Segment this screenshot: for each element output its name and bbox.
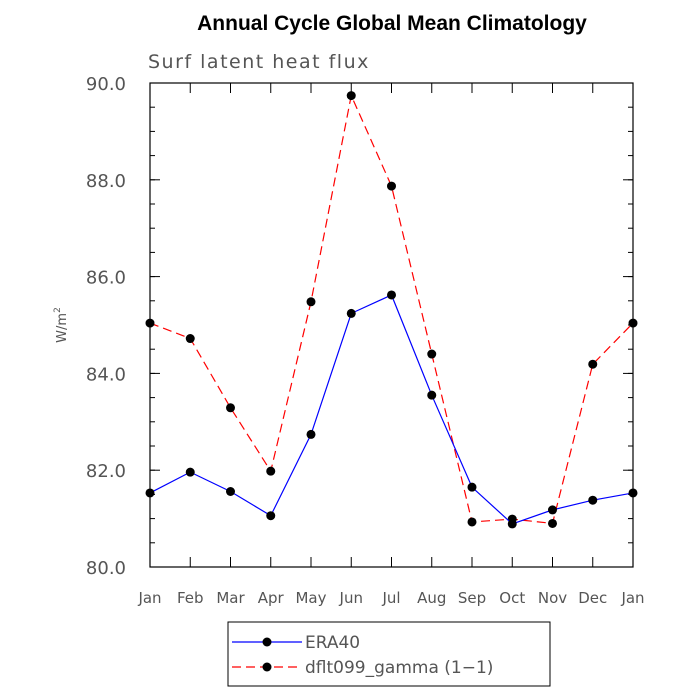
data-point: [628, 318, 638, 328]
data-point: [628, 488, 638, 498]
data-point: [346, 91, 356, 101]
data-point: [306, 429, 316, 439]
legend: ERA40 dflt099_gamma (1−1): [232, 633, 493, 678]
x-tick-label: Aug: [417, 589, 446, 607]
data-point: [306, 297, 316, 307]
y-tick-label: 84.0: [86, 364, 126, 385]
legend-marker: [262, 662, 272, 672]
x-tick-label: Jul: [381, 589, 400, 607]
x-tick-label: Dec: [578, 589, 607, 607]
chart-title: Annual Cycle Global Mean Climatology: [197, 12, 587, 35]
y-tick-label: 82.0: [86, 461, 126, 482]
x-tick-label: Sep: [458, 589, 486, 607]
data-point: [548, 518, 557, 528]
y-tick-label: 80.0: [86, 558, 126, 579]
x-tick-label: Nov: [538, 589, 567, 607]
data-point: [266, 466, 276, 476]
plot-frame: [149, 82, 634, 568]
data-point: [427, 349, 437, 359]
x-tick-label: Jan: [620, 589, 644, 607]
legend-label: dflt099_gamma (1−1): [305, 658, 493, 678]
data-point: [266, 511, 276, 521]
chart-subtitle: Surf latent heat flux: [148, 51, 370, 73]
data-point: [185, 467, 195, 477]
x-axis-labels: Jan Feb Mar Apr May Jun Jul Aug Sep Oct Nov Dec Jan: [137, 589, 644, 607]
data-point: [387, 290, 396, 300]
data-point: [467, 482, 477, 492]
y-tick-label: 86.0: [86, 268, 126, 289]
series-line: [149, 93, 634, 525]
data-point: [467, 517, 477, 527]
data-point: [145, 488, 155, 498]
y-axis-labels: 80.0 82.0 84.0 86.0 88.0 90.0: [86, 74, 126, 579]
legend-box: [227, 621, 551, 687]
data-point: [387, 181, 396, 191]
y-tick-label: 88.0: [86, 171, 126, 192]
x-tick-label: May: [295, 589, 326, 607]
x-tick-label: Jan: [137, 589, 161, 607]
x-tick-label: Jun: [339, 589, 363, 607]
y-axis-label: W/m2: [53, 307, 70, 343]
data-point: [185, 334, 195, 344]
data-point: [588, 495, 598, 505]
data-point: [427, 390, 437, 400]
legend-marker: [262, 637, 272, 647]
axis-ticks: [149, 82, 634, 568]
series-0: [145, 290, 638, 529]
series-layer: [145, 91, 638, 529]
data-point: [548, 505, 557, 515]
x-tick-label: Oct: [499, 589, 525, 607]
data-point: [507, 519, 517, 529]
data-point: [588, 359, 598, 369]
data-point: [346, 308, 356, 318]
data-point: [226, 403, 235, 413]
x-tick-label: Mar: [216, 589, 245, 607]
x-tick-label: Feb: [177, 589, 204, 607]
legend-label: ERA40: [305, 633, 360, 653]
x-tick-label: Apr: [258, 589, 285, 607]
y-tick-label: 90.0: [86, 74, 126, 95]
data-point: [226, 486, 235, 496]
series-1: [145, 91, 638, 528]
data-point: [145, 318, 155, 328]
